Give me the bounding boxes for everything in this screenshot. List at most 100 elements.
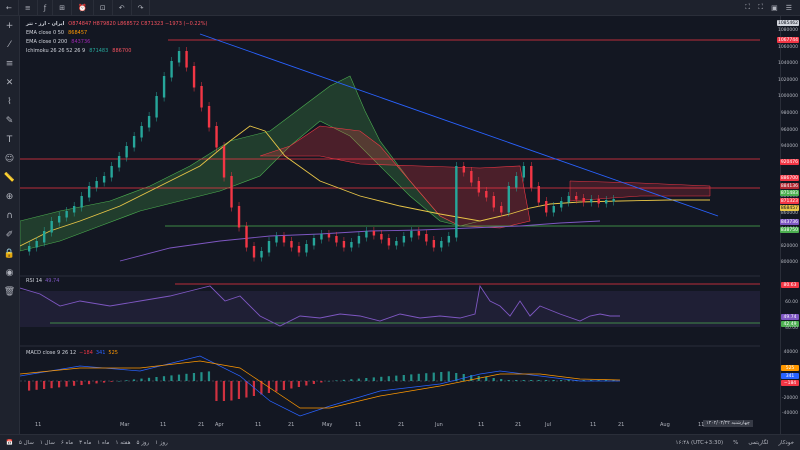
calendar-icon[interactable]: 📅: [6, 439, 13, 446]
candle-body: [282, 236, 286, 243]
trash-icon[interactable]: 🗑: [3, 286, 16, 297]
ema50-label[interactable]: EMA close 0 50: [26, 30, 65, 36]
candle-body: [275, 236, 278, 243]
pattern-icon[interactable]: ✕: [5, 77, 14, 88]
macd-histogram-bar: [252, 381, 256, 396]
symbol-title[interactable]: ایران - ارز - تتر: [26, 21, 65, 27]
range-1m[interactable]: ۱ ماه: [97, 439, 110, 446]
candle-body: [582, 198, 585, 203]
chart-area[interactable]: ایران - ارز - تتر O874847 H879820 L86857…: [20, 16, 780, 434]
percent-toggle[interactable]: %: [733, 439, 739, 446]
candle-body: [342, 241, 346, 248]
macd-value-2: 341: [95, 350, 106, 356]
range-3m[interactable]: ۳ ماه: [79, 439, 92, 446]
macd-histogram-bar: [380, 376, 383, 381]
macd-histogram-bar: [57, 381, 61, 388]
interval-button[interactable]: ≡: [19, 0, 38, 16]
eye-icon[interactable]: ◉: [5, 267, 14, 278]
macd-histogram-bar: [567, 380, 570, 381]
layout-icon[interactable]: ⊞: [53, 0, 73, 16]
macd-histogram-bar: [335, 380, 338, 381]
fib-icon[interactable]: ≡: [5, 58, 14, 69]
time-axis[interactable]: ۱۴۰۲/۰۴/۲۲ چهارشنبه 11 Mar 11 21 Apr 11 21 May 1…: [20, 419, 780, 431]
macd-histogram-bar: [110, 381, 113, 382]
auto-toggle[interactable]: خودکار: [778, 439, 794, 446]
range-5y[interactable]: ۵ سال: [18, 439, 34, 446]
crosshair-icon[interactable]: +: [5, 20, 14, 31]
ema200-line: [119, 220, 601, 262]
rsi-tag: 42.49: [781, 321, 799, 327]
range-6m[interactable]: ۶ ماه: [60, 439, 74, 446]
rsi-line: [20, 284, 620, 327]
rsi-value: 49.74: [45, 278, 60, 284]
trendline-icon[interactable]: ⁄: [8, 39, 11, 50]
range-1w[interactable]: ۱ هفته: [115, 439, 131, 446]
magnet-icon[interactable]: ∩: [6, 210, 13, 221]
ema200-value: 843736: [71, 39, 91, 45]
emoji-icon[interactable]: ☺: [4, 153, 15, 164]
rsi-tick: 60.00: [785, 300, 798, 305]
time-tick: 11: [35, 422, 42, 428]
lock-drawing-icon[interactable]: ✐: [5, 229, 14, 240]
macd-histogram-bar: [485, 377, 488, 381]
text-icon[interactable]: T: [6, 134, 13, 145]
rsi-tag: 80.63: [781, 282, 799, 288]
undo-icon[interactable]: ↶: [113, 0, 132, 16]
macd-histogram-bar: [192, 373, 196, 381]
candle-body: [260, 251, 263, 258]
price-tick: 1020000: [777, 77, 798, 83]
range-1y[interactable]: سال ۱: [39, 439, 55, 446]
macd-histogram-bar: [207, 371, 211, 381]
macd-histogram-bar: [402, 375, 405, 381]
macd-histogram-bar: [117, 381, 121, 382]
macd-histogram-bar: [65, 381, 68, 387]
brush-icon[interactable]: ✎: [5, 115, 14, 126]
fullscreen-icon[interactable]: ⛶: [745, 3, 751, 11]
candle-body: [72, 206, 76, 213]
redo-icon[interactable]: ↷: [132, 0, 151, 16]
rsi-label[interactable]: RSI 14: [26, 278, 43, 284]
lock-icon[interactable]: 🔒: [3, 248, 16, 259]
top-toolbar: ← ≡ ƒ ⊞ ⏰ ⊡ ↶ ↷ ⛶ ⛶ ▣ ☰: [0, 0, 800, 16]
candle-body: [245, 226, 248, 248]
ichimoku-value-2: 886700: [112, 48, 132, 54]
candle-body: [267, 241, 271, 253]
price-tick: 1060000: [777, 44, 798, 50]
price-chart[interactable]: [20, 16, 760, 434]
macd-histogram-bar: [170, 375, 173, 381]
replay-icon[interactable]: ⊡: [94, 0, 113, 16]
candle-body: [28, 246, 31, 252]
settings-icon[interactable]: ☰: [785, 3, 792, 12]
expand-icon[interactable]: ⛶: [758, 3, 764, 11]
candle-body: [162, 76, 166, 98]
chart-legend: ایران - ارز - تتر O874847 H879820 L86857…: [26, 20, 207, 56]
price-scale[interactable]: 1080000 1060000 1040000 1020000 1000000 98000…: [776, 16, 800, 434]
price-tag: 920476: [779, 159, 799, 165]
macd-label[interactable]: MACD close 9 26 12: [26, 350, 77, 356]
ruler-icon[interactable]: 📏: [3, 172, 16, 183]
projection-icon[interactable]: ⌇: [7, 96, 12, 107]
macd-histogram-bar: [125, 380, 128, 381]
log-toggle[interactable]: لگاریتمی: [748, 439, 769, 446]
macd-value-1: −184: [79, 350, 93, 356]
macd-tick: 40000: [783, 350, 798, 355]
back-icon[interactable]: ←: [0, 0, 19, 16]
macd-tick: -40000: [782, 411, 798, 416]
macd-histogram-bar: [365, 378, 368, 381]
zoom-icon[interactable]: ⊕: [5, 191, 14, 202]
candle-body: [530, 166, 533, 188]
macd-histogram-bar: [545, 380, 548, 381]
macd-histogram-bar: [530, 380, 533, 381]
candle-body: [312, 238, 316, 246]
indicators-icon[interactable]: ƒ: [38, 0, 54, 16]
alert-icon[interactable]: ⏰: [72, 0, 94, 16]
camera-icon[interactable]: ▣: [771, 3, 778, 12]
clock-readout[interactable]: ۱۶:۴۸ (UTC+3:30): [675, 439, 724, 446]
candle-body: [35, 241, 38, 248]
range-1d[interactable]: ۱ روز: [155, 439, 168, 446]
ichimoku-label[interactable]: Ichimoku 26 26 52 26 9: [26, 48, 86, 54]
time-tick: Mar: [120, 422, 130, 428]
price-tag: 871323: [779, 198, 799, 204]
ema200-label[interactable]: EMA close 0 200: [26, 39, 68, 45]
range-5d[interactable]: ۵ روز: [136, 439, 150, 446]
